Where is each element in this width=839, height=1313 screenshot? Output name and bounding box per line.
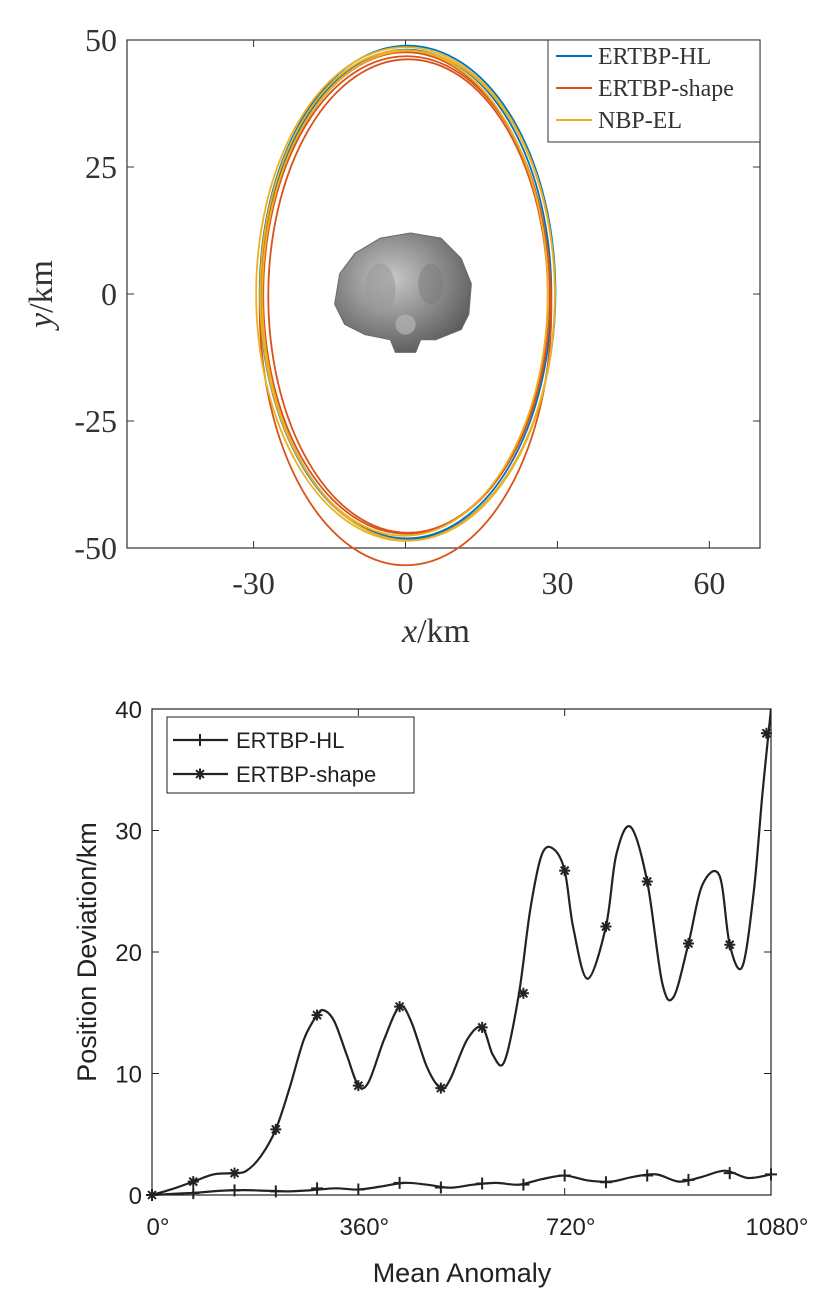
deviation-marker-asterisk <box>641 876 653 888</box>
deviation-x-tick-label: 360° <box>340 1214 390 1241</box>
deviation-legend-marker <box>194 768 206 780</box>
deviation-legend-marker <box>194 734 206 746</box>
deviation-marker-asterisk <box>435 1082 447 1094</box>
deviation-marker-plus <box>517 1178 530 1191</box>
deviation-marker-asterisk <box>559 865 571 877</box>
orbit-x-tick-label: 30 <box>541 565 573 601</box>
asteroid-crater <box>395 314 416 335</box>
deviation-marker-plus <box>682 1173 695 1186</box>
deviation-legend: ERTBP-HL ERTBP-shape <box>166 716 415 794</box>
deviation-x-tick-label: 720° <box>546 1214 596 1241</box>
deviation-marker-plus <box>765 1168 777 1181</box>
asteroid-crater <box>365 263 396 315</box>
orbit-y-tick-label: 50 <box>85 22 117 58</box>
deviation-marker-asterisk <box>187 1176 199 1188</box>
deviation-y-tick-label: 40 <box>115 697 142 724</box>
deviation-legend-label: ERTBP-shape <box>236 762 376 787</box>
orbit-y-tick-label: -50 <box>74 530 117 566</box>
deviation-x-tick-label: 1080° <box>746 1214 809 1241</box>
deviation-marker-asterisk <box>311 1009 323 1021</box>
asteroid-crater <box>418 263 444 305</box>
deviation-marker-plus <box>187 1187 200 1200</box>
deviation-marker-asterisk <box>394 1001 406 1013</box>
orbit-x-tick-label: 60 <box>693 565 725 601</box>
orbit-legend-label: NBP-EL <box>598 108 682 134</box>
deviation-marker-plus <box>269 1185 282 1198</box>
deviation-x-tick-label: 0° <box>147 1214 170 1241</box>
deviation-legend-label: ERTBP-HL <box>236 728 344 753</box>
deviation-marker-plus <box>723 1167 736 1180</box>
deviation-marker-plus <box>558 1169 571 1182</box>
deviation-series-ertbp-shape <box>146 708 772 1201</box>
orbit-x-axis-var: x <box>401 613 417 650</box>
orbit-y-tick-label: 25 <box>85 149 117 185</box>
deviation-marker-asterisk <box>724 939 736 951</box>
orbit-series-nbp-el <box>255 46 556 542</box>
deviation-marker-plus <box>641 1169 654 1182</box>
deviation-marker-asterisk <box>352 1080 364 1092</box>
deviation-marker-asterisk <box>760 727 772 739</box>
deviation-marker-asterisk <box>229 1167 241 1179</box>
deviation-x-axis-label: Mean Anomaly <box>373 1258 552 1288</box>
orbit-x-tick-label: 0 <box>398 565 414 601</box>
orbit-x-axis-unit: /km <box>417 613 470 650</box>
orbit-legend-label: ERTBP-shape <box>598 76 734 102</box>
deviation-y-tick-label: 30 <box>115 819 142 846</box>
deviation-marker-asterisk <box>600 920 612 932</box>
deviation-y-tick-label: 0 <box>129 1183 142 1210</box>
orbit-tick-labels: -30 0 30 60 50 25 0 -25 -50 <box>74 22 725 601</box>
orbit-x-tick-label: -30 <box>232 565 275 601</box>
orbit-y-tick-label: 0 <box>101 276 117 312</box>
deviation-marker-plus <box>352 1183 365 1196</box>
orbit-y-axis-var: y <box>23 312 60 331</box>
deviation-marker-plus <box>393 1176 406 1189</box>
deviation-marker-plus <box>228 1184 241 1197</box>
deviation-y-tick-label: 10 <box>115 1062 142 1089</box>
deviation-marker-asterisk <box>146 1189 158 1201</box>
deviation-marker-asterisk <box>270 1123 282 1135</box>
deviation-y-axis-label: Position Deviation/km <box>72 822 102 1082</box>
orbit-trajectory <box>259 49 549 537</box>
deviation-line <box>152 708 771 1197</box>
deviation-y-tick-label: 20 <box>115 940 142 967</box>
orbit-y-axis-unit: /km <box>23 260 60 313</box>
deviation-legend-box <box>166 716 415 794</box>
orbit-series-group <box>255 44 557 567</box>
deviation-line <box>152 1169 771 1197</box>
deviation-marker-plus <box>599 1176 612 1189</box>
orbit-y-tick-label: -25 <box>74 403 117 439</box>
deviation-marker-asterisk <box>517 987 529 999</box>
deviation-series-group <box>146 708 777 1201</box>
orbit-trajectory <box>262 55 551 535</box>
orbit-legend-label: ERTBP-HL <box>598 44 711 70</box>
deviation-chart: 0° 360° 720° 1080° 0 10 20 30 40 Position Deviat… <box>72 697 809 1288</box>
deviation-marker-asterisk <box>682 937 694 949</box>
asteroid-shape <box>334 232 472 353</box>
deviation-marker-plus <box>311 1182 324 1195</box>
deviation-tick-labels: 0° 360° 720° 1080° 0 10 20 30 40 <box>115 697 808 1241</box>
central-body <box>334 232 472 353</box>
deviation-marker-plus <box>434 1181 447 1194</box>
orbit-x-axis-label: x/km <box>401 613 470 650</box>
deviation-marker-plus <box>476 1177 489 1190</box>
deviation-marker-asterisk <box>476 1021 488 1033</box>
orbit-legend: ERTBP-HL ERTBP-shape NBP-EL <box>547 39 761 143</box>
deviation-series-ertbp-hl <box>146 1167 777 1201</box>
orbit-y-axis-label: y/km <box>23 260 60 331</box>
